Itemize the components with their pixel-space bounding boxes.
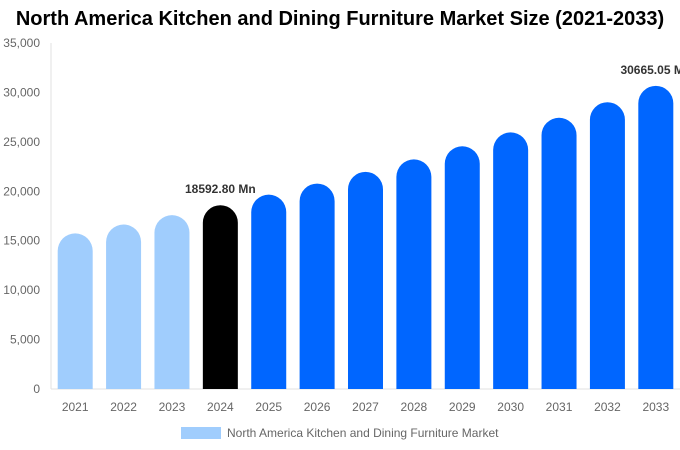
x-tick-label: 2023 [159,400,186,414]
x-tick-label: 2021 [62,400,89,414]
y-tick-label: 5,000 [10,333,40,347]
y-tick-label: 0 [33,382,40,396]
bar-2031 [541,117,577,390]
bar-2027 [348,171,383,389]
x-tick-label: 2026 [304,400,331,414]
x-tick-label: 2022 [110,400,137,414]
x-tick-label: 2027 [352,400,379,414]
data-label: 30665.05 Mn [620,63,680,77]
x-tick-label: 2024 [207,400,234,414]
x-tick-label: 2032 [594,400,621,414]
y-tick-label: 25,000 [3,135,40,149]
bar-2023 [154,215,190,389]
y-tick-label: 20,000 [3,184,40,198]
bar-2030 [493,132,529,390]
legend-swatch [181,427,221,439]
x-tick-label: 2025 [255,400,282,414]
y-tick-label: 10,000 [3,283,40,297]
bar-2022 [106,224,142,389]
bar-2026 [299,183,335,389]
bar-2033 [638,85,674,389]
x-tick-label: 2030 [497,400,524,414]
legend-label: North America Kitchen and Dining Furnitu… [227,426,499,440]
bar-2024 [202,205,238,389]
x-tick-label: 2029 [449,400,476,414]
y-tick-label: 35,000 [3,36,40,50]
data-label: 18592.80 Mn [185,182,256,196]
bar-2029 [444,146,480,389]
x-tick-label: 2033 [642,400,669,414]
bar-2021 [57,233,93,389]
bar-2032 [589,102,625,390]
legend: North America Kitchen and Dining Furnitu… [181,426,498,440]
chart-title: North America Kitchen and Dining Furnitu… [15,8,665,30]
bar-2028 [396,159,432,389]
x-tick-label: 2031 [546,400,573,414]
x-tick-label: 2028 [401,400,428,414]
y-tick-label: 15,000 [3,234,40,248]
bar-2025 [251,194,287,389]
y-tick-label: 30,000 [3,85,40,99]
